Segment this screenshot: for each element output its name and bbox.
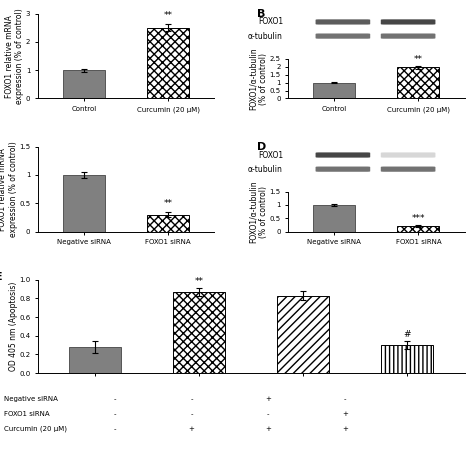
Y-axis label: FOXO1/α-tubulin
(% of control): FOXO1/α-tubulin (% of control) — [249, 180, 268, 243]
Text: FOXO1: FOXO1 — [258, 151, 283, 160]
FancyBboxPatch shape — [381, 34, 436, 39]
Text: **: ** — [164, 11, 173, 20]
FancyBboxPatch shape — [316, 167, 370, 172]
Text: -: - — [267, 411, 270, 417]
Text: FOXO1: FOXO1 — [258, 17, 283, 26]
Text: +: + — [265, 426, 271, 432]
Y-axis label: FOXO1 relative mRNA
expression (% of control): FOXO1 relative mRNA expression (% of con… — [5, 8, 24, 104]
Bar — [277, 296, 329, 373]
Bar — [63, 70, 105, 98]
Text: E: E — [0, 272, 3, 282]
Bar — [397, 67, 439, 98]
Bar — [313, 205, 356, 232]
Text: +: + — [189, 426, 194, 432]
Text: +: + — [342, 411, 348, 417]
FancyBboxPatch shape — [381, 167, 436, 172]
Text: +: + — [265, 396, 271, 402]
Text: D: D — [256, 142, 266, 152]
FancyBboxPatch shape — [316, 152, 370, 157]
Bar — [397, 226, 439, 232]
Text: -: - — [113, 396, 116, 402]
FancyBboxPatch shape — [316, 34, 370, 39]
Y-axis label: FOXO1 relative mRNA
expression (% of control): FOXO1 relative mRNA expression (% of con… — [0, 141, 18, 237]
Text: Curcumin (20 μM): Curcumin (20 μM) — [4, 426, 67, 432]
Text: **: ** — [195, 277, 204, 286]
Text: ***: *** — [411, 214, 425, 223]
Text: FOXO1 siRNA: FOXO1 siRNA — [4, 411, 49, 417]
Text: **: ** — [414, 55, 423, 64]
Text: -: - — [344, 396, 346, 402]
FancyBboxPatch shape — [381, 19, 436, 25]
Bar — [173, 292, 225, 373]
Text: B: B — [256, 9, 265, 19]
Bar — [69, 347, 121, 373]
Y-axis label: FOXO1/α-tubulin
(% of control): FOXO1/α-tubulin (% of control) — [249, 47, 268, 110]
Text: +: + — [342, 426, 348, 432]
FancyBboxPatch shape — [381, 152, 436, 157]
Text: α-tubulin: α-tubulin — [248, 31, 283, 40]
Bar — [313, 82, 356, 98]
Text: #: # — [403, 330, 411, 339]
Text: -: - — [190, 396, 193, 402]
Text: α-tubulin: α-tubulin — [248, 165, 283, 174]
Text: -: - — [113, 426, 116, 432]
Text: **: ** — [164, 199, 173, 208]
Text: -: - — [190, 411, 193, 417]
Text: -: - — [113, 411, 116, 417]
FancyBboxPatch shape — [316, 19, 370, 25]
Bar — [381, 345, 433, 373]
Text: Negative siRNA: Negative siRNA — [4, 396, 58, 402]
Bar — [147, 28, 189, 98]
Y-axis label: OD 405 nm (Apoptosis): OD 405 nm (Apoptosis) — [9, 282, 18, 371]
Bar — [63, 175, 105, 232]
Bar — [147, 215, 189, 232]
